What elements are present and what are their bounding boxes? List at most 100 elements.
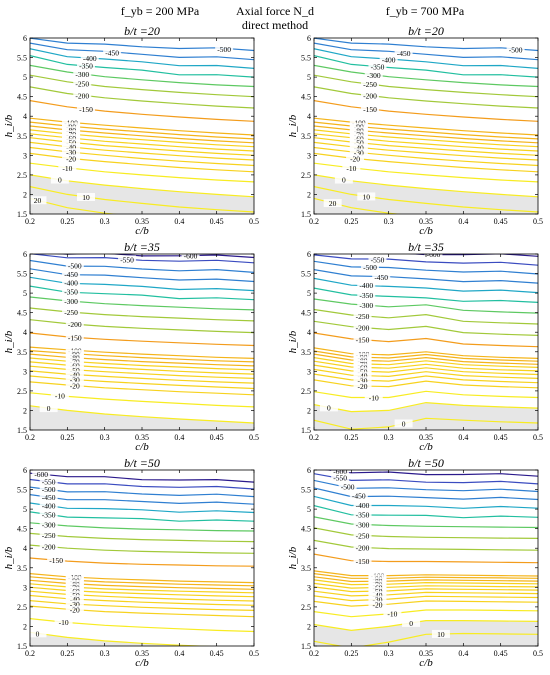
contour-line: [314, 320, 538, 336]
contour-label: -10: [387, 610, 397, 619]
x-tick-label: 0.35: [135, 649, 149, 658]
y-tick-label: 6: [23, 466, 27, 475]
plot-background: [314, 470, 538, 646]
contour-line: [314, 332, 538, 348]
x-tick-label: 0.5: [533, 217, 543, 226]
contour-label: -450: [397, 49, 411, 58]
contour-line: [314, 527, 538, 539]
plot-area: -600-550-500-450-400-350-300-250-200-150…: [314, 470, 538, 646]
contour-label: -20: [70, 382, 80, 391]
y-tick-label: 2.5: [17, 603, 27, 612]
y-tick-label: 4.5: [17, 309, 27, 318]
contour-line: [314, 353, 538, 365]
y-tick-label: 5: [23, 289, 27, 298]
contour-label: -20: [66, 154, 76, 163]
contour-line: [314, 269, 538, 284]
contour-label: -400: [83, 54, 97, 63]
contour-label: -40: [354, 143, 364, 152]
contour-label: -200: [356, 324, 370, 333]
contour-line: [30, 42, 254, 61]
contour-line: [314, 347, 538, 359]
contour-line: [314, 473, 538, 485]
region-below-zero: [314, 620, 538, 646]
y-tick-label: 5.5: [17, 54, 27, 63]
y-tick-label: 4.5: [17, 93, 27, 102]
x-tick-label: 0.45: [210, 217, 224, 226]
contour-line: [30, 522, 254, 532]
contour-label: -30: [70, 600, 80, 609]
y-tick-label: 3: [23, 151, 27, 160]
y-tick-label: 2.5: [301, 603, 311, 612]
y-tick-label: 1.5: [17, 210, 27, 219]
contour-line: [314, 254, 538, 266]
x-tick-label: 0.35: [135, 433, 149, 442]
contour-line: [314, 632, 538, 646]
header-middle-line1: Axial force N_d: [236, 4, 314, 18]
contour-label: 0: [409, 619, 413, 628]
contour-label: 0: [58, 176, 62, 185]
contour-panel-5: b/t =50-600-550-500-450-400-350-300-250-…: [3, 456, 259, 669]
plot-area: -600-550-500-450-400-350-300-250-200-150…: [314, 254, 538, 430]
contour-label: -150: [356, 557, 370, 566]
x-tick-label: 0.2: [25, 433, 35, 442]
contour-line: [30, 502, 254, 514]
contour-label: 20: [34, 196, 42, 205]
contour-label: -350: [359, 291, 373, 300]
contour-line: [314, 586, 538, 593]
contour-label: -550: [333, 474, 347, 483]
panel-title: b/t =50: [408, 456, 444, 470]
y-tick-label: 4.5: [301, 525, 311, 534]
x-tick-label: 0.2: [309, 649, 319, 658]
y-tick-label: 4: [307, 112, 311, 121]
contour-line: [314, 197, 403, 214]
x-axis-label: c/b: [419, 441, 433, 453]
y-tick-label: 1.5: [301, 426, 311, 435]
contour-label: -300: [75, 70, 89, 79]
contour-line: [314, 579, 538, 586]
contour-label: -200: [42, 543, 56, 552]
x-tick-label: 0.45: [494, 649, 508, 658]
panel-title: b/t =35: [124, 240, 160, 254]
x-tick-label: 0.4: [458, 649, 468, 658]
contour-label: -20: [372, 601, 382, 610]
y-tick-label: 4: [23, 544, 27, 553]
x-tick-label: 0.4: [174, 649, 184, 658]
contour-line: [30, 405, 254, 424]
contour-panel-3: b/t =35-600-550-500-450-400-350-300-250-…: [3, 240, 259, 453]
y-tick-label: 2: [307, 190, 311, 199]
contour-line: [314, 357, 538, 368]
contour-label: -20: [70, 606, 80, 615]
contour-label: -200: [356, 544, 370, 553]
contour-label: -200: [68, 320, 82, 329]
contour-line: [314, 100, 538, 122]
contour-label: 20: [329, 199, 337, 208]
contour-line: [314, 368, 538, 379]
contour-label: -30: [372, 596, 382, 605]
region-below-zero: [30, 632, 254, 646]
x-tick-label: 0.2: [309, 217, 319, 226]
contour-label: -40: [66, 143, 76, 152]
contour-line: [30, 100, 254, 122]
contour-line: [314, 86, 538, 109]
contour-label: -500: [68, 261, 82, 270]
y-tick-label: 4: [307, 328, 311, 337]
contour-line: [314, 582, 538, 589]
contour-label: -200: [363, 92, 377, 101]
x-tick-label: 0.3: [384, 649, 394, 658]
contour-label: -350: [42, 511, 56, 520]
y-tick-label: 5: [23, 73, 27, 82]
region-below-zero: [30, 405, 254, 430]
y-tick-label: 4: [23, 112, 27, 121]
y-tick-label: 2: [23, 622, 27, 631]
x-tick-label: 0.4: [174, 433, 184, 442]
plot-area: -600-550-500-450-400-350-300-250-200-150…: [30, 254, 254, 430]
contour-label: -400: [356, 501, 370, 510]
y-axis-label: h_i/b: [287, 546, 299, 569]
y-tick-label: 4.5: [17, 525, 27, 534]
contour-label: -550: [120, 255, 134, 264]
contour-line: [314, 64, 538, 88]
y-tick-label: 1.5: [301, 642, 311, 651]
panel-title: b/t =20: [124, 24, 160, 38]
contour-label: -600: [34, 470, 48, 479]
y-tick-label: 5: [307, 73, 311, 82]
